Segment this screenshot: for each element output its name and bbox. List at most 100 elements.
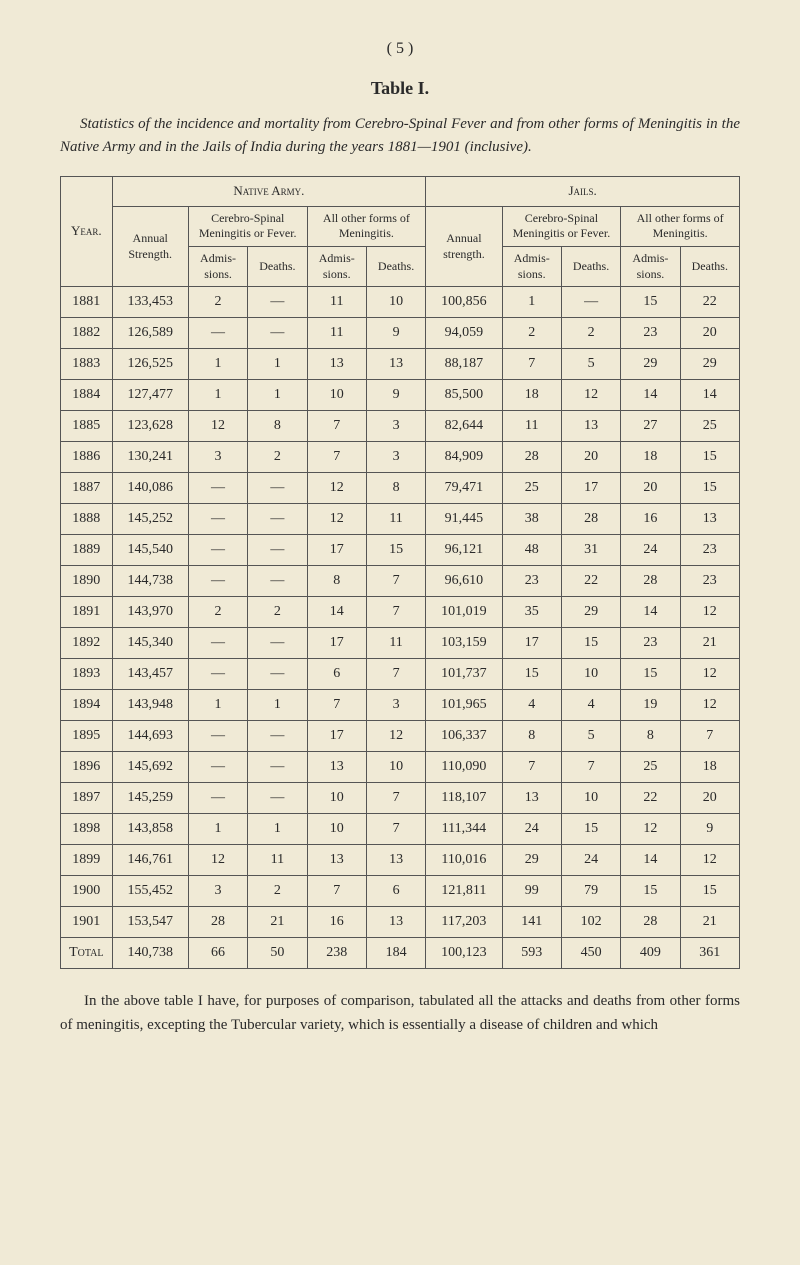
- cell-j_csf_adm: 7: [502, 752, 561, 783]
- page-number: ( 5 ): [60, 40, 740, 58]
- cell-na_oth_adm: 7: [307, 690, 366, 721]
- cell-j_strength: 82,644: [426, 411, 502, 442]
- cell-j_csf_d: 5: [561, 721, 620, 752]
- cell-j_oth_adm: 15: [621, 876, 680, 907]
- year-header: Year.: [61, 177, 113, 287]
- cell-year: 1884: [61, 380, 113, 411]
- cell-na_oth_adm: 17: [307, 721, 366, 752]
- table-row: 1886130,241327384,90928201815: [61, 442, 740, 473]
- cell-na_csf_adm: 1: [188, 814, 247, 845]
- cell-na_strength: 143,457: [112, 659, 188, 690]
- cell-na_oth_adm: 11: [307, 287, 366, 318]
- total-cell-year: Total: [61, 938, 113, 969]
- cell-na_csf_d: 8: [248, 411, 307, 442]
- cell-j_csf_d: 29: [561, 597, 620, 628]
- cell-j_csf_d: 17: [561, 473, 620, 504]
- cell-na_csf_adm: 1: [188, 690, 247, 721]
- cell-na_oth_adm: 7: [307, 442, 366, 473]
- cell-j_oth_adm: 28: [621, 566, 680, 597]
- cell-j_strength: 101,737: [426, 659, 502, 690]
- cell-na_oth_adm: 7: [307, 411, 366, 442]
- j-csf-header: Cerebro-Spinal Meningitis or Fever.: [502, 206, 621, 246]
- cell-year: 1900: [61, 876, 113, 907]
- total-cell-j_csf_d: 450: [561, 938, 620, 969]
- cell-j_csf_d: 31: [561, 535, 620, 566]
- cell-j_csf_d: —: [561, 287, 620, 318]
- cell-j_oth_adm: 23: [621, 628, 680, 659]
- cell-year: 1889: [61, 535, 113, 566]
- cell-year: 1899: [61, 845, 113, 876]
- cell-j_csf_d: 4: [561, 690, 620, 721]
- group-header-row: Annual Strength. Cerebro-Spinal Meningit…: [61, 206, 740, 246]
- cell-na_csf_d: 1: [248, 380, 307, 411]
- cell-na_oth_d: 11: [366, 504, 425, 535]
- cell-j_csf_adm: 13: [502, 783, 561, 814]
- cell-j_oth_adm: 22: [621, 783, 680, 814]
- cell-na_strength: 143,858: [112, 814, 188, 845]
- cell-na_csf_adm: —: [188, 504, 247, 535]
- j-oth-d-header: Deaths.: [680, 247, 739, 287]
- cell-na_oth_adm: 17: [307, 628, 366, 659]
- cell-na_oth_adm: 8: [307, 566, 366, 597]
- cell-j_oth_adm: 19: [621, 690, 680, 721]
- cell-year: 1890: [61, 566, 113, 597]
- cell-j_csf_d: 28: [561, 504, 620, 535]
- cell-j_csf_d: 15: [561, 814, 620, 845]
- cell-na_csf_adm: —: [188, 566, 247, 597]
- table-body: 1881133,4532—1110100,8561—15221882126,58…: [61, 287, 740, 969]
- cell-na_strength: 146,761: [112, 845, 188, 876]
- cell-j_csf_d: 20: [561, 442, 620, 473]
- cell-j_oth_adm: 18: [621, 442, 680, 473]
- cell-j_strength: 79,471: [426, 473, 502, 504]
- cell-j_csf_d: 79: [561, 876, 620, 907]
- cell-j_oth_adm: 16: [621, 504, 680, 535]
- jails-header: Jails.: [426, 177, 740, 207]
- cell-j_csf_adm: 48: [502, 535, 561, 566]
- cell-na_oth_d: 7: [366, 783, 425, 814]
- cell-j_csf_adm: 11: [502, 411, 561, 442]
- table-row: 1887140,086——12879,47125172015: [61, 473, 740, 504]
- cell-j_csf_adm: 17: [502, 628, 561, 659]
- cell-j_oth_d: 20: [680, 318, 739, 349]
- cell-na_oth_d: 3: [366, 442, 425, 473]
- cell-na_csf_d: 2: [248, 597, 307, 628]
- cell-year: 1881: [61, 287, 113, 318]
- cell-j_strength: 88,187: [426, 349, 502, 380]
- cell-na_strength: 123,628: [112, 411, 188, 442]
- cell-na_strength: 145,259: [112, 783, 188, 814]
- cell-j_csf_adm: 23: [502, 566, 561, 597]
- cell-na_csf_d: 1: [248, 690, 307, 721]
- cell-j_oth_adm: 20: [621, 473, 680, 504]
- cell-na_oth_d: 13: [366, 907, 425, 938]
- cell-na_oth_d: 7: [366, 566, 425, 597]
- cell-j_strength: 110,090: [426, 752, 502, 783]
- cell-j_oth_d: 22: [680, 287, 739, 318]
- cell-j_strength: 103,159: [426, 628, 502, 659]
- cell-na_csf_adm: —: [188, 752, 247, 783]
- cell-j_csf_adm: 35: [502, 597, 561, 628]
- cell-j_oth_d: 12: [680, 690, 739, 721]
- cell-j_strength: 110,016: [426, 845, 502, 876]
- total-cell-j_strength: 100,123: [426, 938, 502, 969]
- cell-j_csf_adm: 28: [502, 442, 561, 473]
- cell-na_csf_d: 11: [248, 845, 307, 876]
- cell-na_csf_d: —: [248, 535, 307, 566]
- cell-j_strength: 100,856: [426, 287, 502, 318]
- na-oth-adm-header: Admis-sions.: [307, 247, 366, 287]
- cell-j_csf_adm: 29: [502, 845, 561, 876]
- table-row: 1900155,4523276121,81199791515: [61, 876, 740, 907]
- cell-na_oth_d: 11: [366, 628, 425, 659]
- cell-na_oth_d: 3: [366, 690, 425, 721]
- cell-j_strength: 101,019: [426, 597, 502, 628]
- cell-year: 1888: [61, 504, 113, 535]
- cell-j_oth_d: 12: [680, 597, 739, 628]
- na-oth-d-header: Deaths.: [366, 247, 425, 287]
- cell-year: 1883: [61, 349, 113, 380]
- cell-na_csf_adm: —: [188, 318, 247, 349]
- cell-j_csf_d: 13: [561, 411, 620, 442]
- cell-na_csf_adm: —: [188, 535, 247, 566]
- cell-j_csf_adm: 24: [502, 814, 561, 845]
- j-csf-d-header: Deaths.: [561, 247, 620, 287]
- cell-j_strength: 94,059: [426, 318, 502, 349]
- cell-j_oth_adm: 12: [621, 814, 680, 845]
